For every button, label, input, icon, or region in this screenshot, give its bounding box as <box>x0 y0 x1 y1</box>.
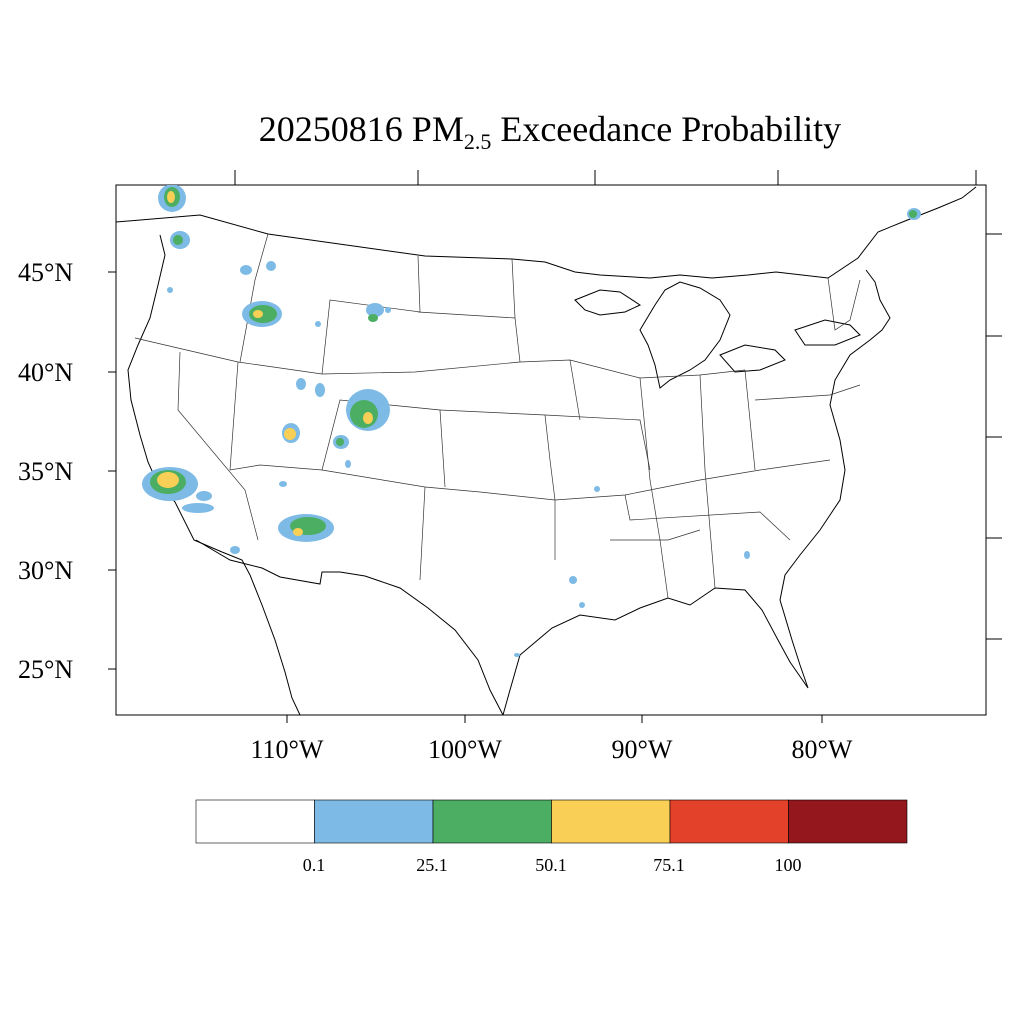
colorbar-label-4: 100 <box>774 855 802 875</box>
prob-area-southern-california <box>142 467 214 513</box>
prob-area-wyoming <box>366 303 391 322</box>
lon-label-80: 80°W <box>791 735 853 764</box>
colorbar-box-2 <box>432 799 552 844</box>
colorbar-label-1: 25.1 <box>416 855 448 875</box>
state-borders <box>134 233 861 599</box>
map-frame <box>108 170 1002 723</box>
prob-area-arizona <box>278 514 334 542</box>
colorbar-box-5 <box>788 799 908 844</box>
lat-label-40: 40°N <box>18 358 74 387</box>
colorbar-label-0: 0.1 <box>302 855 326 875</box>
lat-label-35: 35°N <box>18 457 74 486</box>
probability-areas <box>142 185 921 657</box>
colorbar-box-1 <box>314 799 434 844</box>
lat-label-45: 45°N <box>18 258 74 287</box>
colorbar-box-0 <box>195 799 315 844</box>
prob-area-colorado <box>346 389 390 431</box>
prob-area-utah <box>282 423 300 443</box>
lon-label-100: 100°W <box>428 735 502 764</box>
colorbar <box>195 799 908 844</box>
lat-label-25: 25°N <box>18 655 74 684</box>
prob-area-washington-north <box>158 185 186 212</box>
lon-label-110: 110°W <box>250 735 324 764</box>
prob-area-washington-olympic <box>170 231 190 249</box>
colorbar-box-3 <box>551 799 671 844</box>
colorbar-label-3: 75.1 <box>653 855 685 875</box>
prob-area-maine <box>907 208 921 220</box>
colorbar-box-4 <box>669 799 789 844</box>
prob-area-idaho <box>242 301 282 327</box>
lat-label-30: 30°N <box>18 556 74 585</box>
map-title: 20250816 PM2.5 Exceedance Probability <box>258 109 842 154</box>
colorbar-label-2: 50.1 <box>535 855 567 875</box>
lon-label-90: 90°W <box>611 735 673 764</box>
